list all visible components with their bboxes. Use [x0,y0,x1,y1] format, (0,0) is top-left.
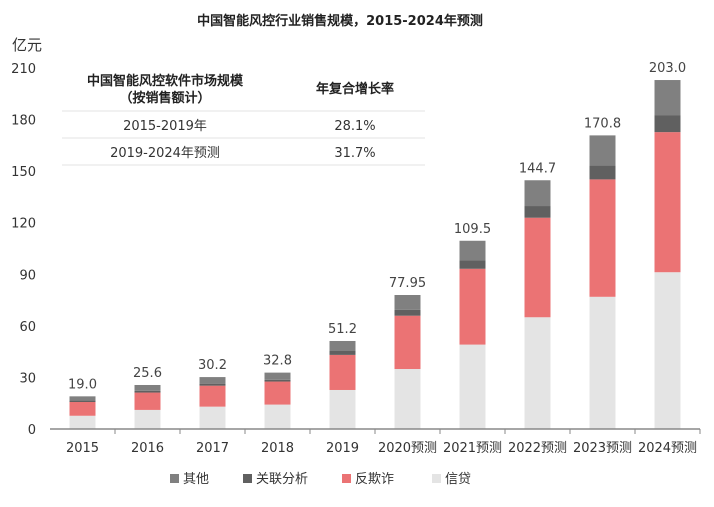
bar-segment-信贷 [524,317,551,429]
legend-swatch [243,474,252,483]
data-label: 109.5 [454,222,491,237]
bar-segment-其他 [134,384,161,391]
y-tick-label: 180 [11,114,36,129]
bar-segment-反欺诈 [69,402,96,416]
bar-segment-反欺诈 [394,315,421,370]
bar-segment-其他 [654,80,681,116]
table-cell: 2015-2019年 [123,119,207,134]
bar-segment-其他 [329,340,356,351]
data-label: 30.2 [198,358,227,373]
chart-title: 中国智能风控行业销售规模，2015-2024年预测 [197,13,483,29]
x-tick-label: 2015 [66,441,99,456]
table-header: 年复合增长率 [316,81,394,97]
data-label: 25.6 [133,366,162,381]
bar-segment-关联分析 [654,115,681,133]
y-axis-label: 亿元 [12,36,42,54]
x-tick-label: 2020预测 [378,441,437,456]
table-cell: 2019-2024年预测 [110,146,220,161]
legend-label: 反欺诈 [355,472,394,487]
data-label: 77.95 [389,276,426,291]
legend-label: 信贷 [445,472,471,487]
bar-segment-反欺诈 [524,217,551,318]
table-cell: 28.1% [334,119,375,134]
bar-segment-信贷 [69,415,96,429]
legend-swatch [432,474,441,483]
legend-swatch [170,474,179,483]
bar-segment-其他 [69,396,96,401]
bar-segment-反欺诈 [589,179,616,297]
bar-segment-信贷 [589,296,616,429]
y-tick-label: 60 [19,320,36,335]
bar-segment-反欺诈 [264,381,291,405]
y-tick-label: 210 [11,62,36,77]
bar-segment-信贷 [329,389,356,429]
data-label: 32.8 [263,354,292,369]
table-header: 中国智能风控软件市场规模 [87,73,244,89]
bar-segment-关联分析 [199,383,226,386]
bar-segment-关联分析 [134,390,161,393]
bar-segment-关联分析 [394,309,421,316]
y-tick-label: 90 [19,268,36,283]
y-tick-label: 150 [11,165,36,180]
x-tick-label: 2017 [196,441,229,456]
y-tick-label: 120 [11,217,36,232]
bar-segment-反欺诈 [134,392,161,410]
x-tick-label: 2021预测 [443,441,502,456]
data-label: 19.0 [68,377,97,392]
table-cell: 31.7% [334,146,375,161]
bar-segment-反欺诈 [459,268,486,345]
bar-segment-其他 [524,180,551,207]
data-label: 170.8 [584,116,621,131]
table-header: （按销售额计） [119,90,210,106]
bar-segment-信贷 [199,406,226,429]
bar-segment-其他 [264,372,291,380]
bar-segment-关联分析 [69,400,96,403]
bar-segment-反欺诈 [654,132,681,273]
bar-segment-关联分析 [459,260,486,269]
x-tick-label: 2022预测 [508,441,567,456]
bar-segment-关联分析 [589,165,616,180]
bar-segment-关联分析 [524,206,551,218]
bar-segment-关联分析 [329,350,356,355]
x-tick-label: 2019 [326,441,359,456]
bar-segment-信贷 [459,344,486,429]
bar-segment-关联分析 [264,379,291,382]
legend-label: 其他 [183,472,209,487]
x-tick-label: 2024预测 [638,441,697,456]
bar-segment-信贷 [654,272,681,429]
x-tick-label: 2023预测 [573,441,632,456]
x-tick-label: 2018 [261,441,294,456]
data-label: 144.7 [519,161,556,176]
bar-segment-其他 [394,295,421,310]
data-label: 203.0 [649,61,686,76]
bar-segment-其他 [459,240,486,261]
x-tick-label: 2016 [131,441,164,456]
bar-segment-其他 [199,377,226,384]
y-tick-label: 0 [28,423,36,438]
bar-segment-信贷 [264,404,291,429]
y-tick-label: 30 [19,371,36,386]
bar-segment-反欺诈 [329,354,356,390]
bar-segment-其他 [589,135,616,166]
data-label: 51.2 [328,322,357,337]
legend-swatch [342,474,351,483]
bar-segment-信贷 [394,369,421,429]
bar-segment-反欺诈 [199,385,226,407]
legend-label: 关联分析 [256,472,308,487]
bar-segment-信贷 [134,409,161,429]
